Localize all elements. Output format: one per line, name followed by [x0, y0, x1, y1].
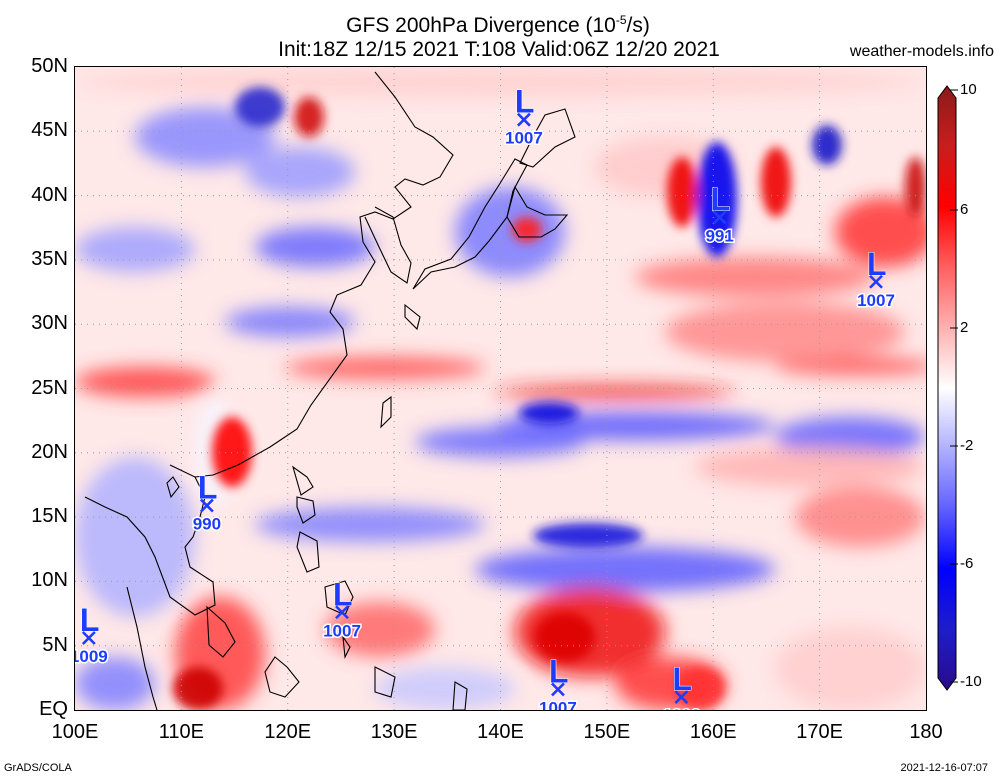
coastlines	[84, 71, 576, 710]
colorbar-label: -6	[960, 555, 974, 572]
colorbar	[937, 85, 958, 691]
low-marker: L 1009	[75, 601, 109, 667]
divergence-map: L 1009 L 990 L 1007 L 1007 L 1007 L 1006 L 991 L 1007	[75, 67, 926, 710]
lon-tick-label: 160E	[689, 721, 737, 743]
lat-tick-label: 5N	[42, 633, 68, 656]
lon-tick-label: 170E	[796, 721, 843, 743]
low-pressure-value: 991	[705, 226, 733, 245]
low-pressure-value: 1009	[75, 647, 108, 666]
site-credit: weather-models.info	[849, 43, 994, 60]
low-letter: L	[80, 602, 100, 638]
low-letter: L	[867, 246, 887, 282]
low-marker: L 991	[704, 181, 735, 247]
lat-tick-label: 25N	[31, 376, 68, 399]
low-marker: L 1007	[856, 245, 897, 311]
lat-tick-label: 45N	[31, 119, 68, 142]
lon-tick-label: 120E	[264, 721, 312, 743]
lon-tick-label: 150E	[583, 721, 631, 743]
lat-tick-label: 30N	[31, 312, 68, 335]
low-center-x	[199, 498, 214, 513]
low-marker: L 1007	[322, 576, 363, 642]
low-center-x	[869, 274, 883, 289]
lat-tick-label: 50N	[31, 55, 68, 77]
lat-tick-label: 20N	[31, 440, 68, 463]
lat-tick-label: 40N	[31, 183, 68, 206]
lon-tick-label: 140E	[477, 721, 524, 743]
low-marker: L 1007	[503, 83, 544, 149]
low-marker: L 990	[191, 469, 222, 535]
lon-tick-label: 130E	[370, 721, 418, 743]
low-letter: L	[549, 653, 569, 689]
lat-tick-label: 10N	[31, 569, 68, 592]
low-pressure-value: 1007	[539, 698, 577, 710]
low-pressure-value: 990	[193, 515, 221, 534]
colorbar-label: -10	[960, 673, 982, 690]
low-pressure-value: 1006	[662, 706, 700, 710]
timestamp: 2021-12-16-07:07	[900, 762, 988, 774]
colorbar-label: 6	[960, 201, 969, 218]
low-center-x	[81, 631, 96, 645]
low-center-x	[712, 210, 727, 225]
colorbar-scale	[937, 85, 957, 691]
divergence-field	[75, 67, 926, 710]
low-letter: L	[515, 84, 535, 120]
lat-tick-label: 15N	[31, 505, 68, 528]
low-pressure-value: 1007	[323, 621, 361, 640]
lon-tick-label: 100E	[51, 721, 99, 743]
low-center-x	[551, 682, 565, 697]
map-subtitle: Init:18Z 12/15 2021 T:108 Valid:06Z 12/2…	[278, 38, 720, 61]
lon-tick-label: 110E	[158, 721, 204, 743]
low-pressure-markers: L 1009 L 990 L 1007 L 1007 L 1007 L 1006 L 991 L 1007	[75, 83, 897, 710]
low-marker: L 1006	[661, 661, 702, 710]
software-credit: GrADS/COLA	[4, 762, 72, 774]
low-letter: L	[198, 470, 218, 506]
low-pressure-value: 1007	[505, 129, 543, 148]
low-letter: L	[711, 181, 731, 217]
lat-tick-label: EQ	[39, 698, 68, 720]
low-pressure-value: 1007	[857, 291, 895, 310]
colorbar-label: 2	[960, 319, 969, 336]
map-title: GFS 200hPa Divergence (10-5/s)	[346, 13, 650, 37]
lon-tick-label: 180	[909, 721, 943, 743]
colorbar-label: 10	[960, 81, 977, 98]
low-center-x	[516, 112, 531, 127]
low-center-x	[674, 690, 689, 705]
low-center-x	[335, 605, 349, 620]
low-letter: L	[333, 576, 353, 612]
map-plot: L 1009 L 990 L 1007 L 1007 L 1007 L 1006 L 991 L 1007	[74, 66, 927, 711]
low-marker: L 1007	[538, 653, 579, 710]
low-letter: L	[672, 661, 692, 697]
lat-tick-label: 35N	[31, 247, 68, 270]
colorbar-label: -2	[960, 437, 974, 454]
